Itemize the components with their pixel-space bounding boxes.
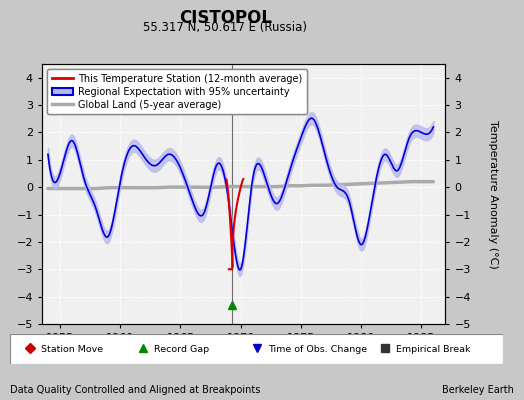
Text: Record Gap: Record Gap (154, 344, 210, 354)
Text: Berkeley Earth: Berkeley Earth (442, 385, 514, 395)
Legend: This Temperature Station (12-month average), Regional Expectation with 95% uncer: This Temperature Station (12-month avera… (47, 69, 307, 114)
Text: Time of Obs. Change: Time of Obs. Change (268, 344, 367, 354)
Y-axis label: Temperature Anomaly (°C): Temperature Anomaly (°C) (488, 120, 498, 268)
Text: Data Quality Controlled and Aligned at Breakpoints: Data Quality Controlled and Aligned at B… (10, 385, 261, 395)
FancyBboxPatch shape (10, 334, 503, 364)
Text: 55.317 N, 50.617 E (Russia): 55.317 N, 50.617 E (Russia) (144, 21, 307, 34)
Text: Empirical Break: Empirical Break (396, 344, 470, 354)
Text: CISTOPOL: CISTOPOL (179, 9, 272, 27)
Text: Station Move: Station Move (41, 344, 103, 354)
